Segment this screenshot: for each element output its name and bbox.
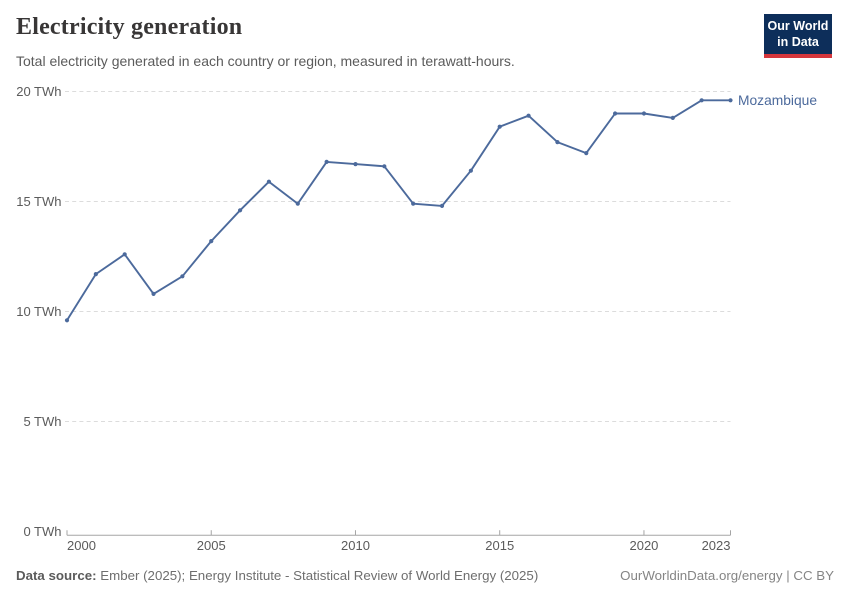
data-point[interactable] — [411, 201, 416, 206]
data-source-note: Data source: Ember (2025); Energy Instit… — [16, 568, 538, 583]
data-point[interactable] — [266, 179, 272, 184]
data-point[interactable] — [613, 111, 618, 116]
data-point[interactable] — [295, 201, 300, 206]
data-point[interactable] — [209, 239, 214, 244]
series-mozambique[interactable]: Mozambique — [64, 93, 817, 323]
data-source-text: Ember (2025); Energy Institute - Statist… — [96, 568, 539, 583]
owid-logo-line2: in Data — [777, 34, 819, 49]
data-point[interactable] — [237, 208, 243, 213]
data-point[interactable] — [151, 291, 156, 296]
data-point[interactable] — [180, 274, 185, 279]
owid-footer-link[interactable]: OurWorldinData.org/energy | CC BY — [620, 568, 834, 583]
data-source-label: Data source: — [16, 568, 97, 583]
data-point[interactable] — [699, 98, 704, 103]
y-axis-tick-label: 15 TWh — [16, 194, 61, 209]
y-axis-tick-label: 20 TWh — [16, 84, 61, 99]
data-point[interactable] — [324, 159, 329, 164]
data-point[interactable] — [122, 252, 127, 257]
data-point[interactable] — [64, 318, 70, 323]
chart-footer: Data source: Ember (2025); Energy Instit… — [16, 568, 834, 583]
data-point[interactable] — [353, 162, 358, 167]
data-point[interactable] — [555, 140, 560, 145]
chart-subtitle: Total electricity generated in each coun… — [16, 53, 515, 69]
data-point[interactable] — [497, 124, 502, 129]
x-axis-tick-label: 2010 — [341, 538, 370, 553]
data-point[interactable] — [526, 113, 531, 118]
series-label-mozambique[interactable]: Mozambique — [738, 93, 817, 108]
data-point[interactable] — [468, 168, 473, 173]
data-point[interactable] — [641, 111, 647, 116]
x-axis-tick-label: 2020 — [629, 538, 658, 553]
y-axis-tick-label: 0 TWh — [23, 524, 61, 539]
x-axis-tick-label: 2000 — [67, 538, 96, 553]
owid-logo[interactable]: Our World in Data — [764, 14, 832, 58]
y-axis-tick-label: 10 TWh — [16, 304, 61, 319]
data-point[interactable] — [382, 164, 387, 169]
x-axis-tick-label: 2023 — [702, 538, 731, 553]
x-axis-tick-label: 2005 — [197, 538, 226, 553]
data-point[interactable] — [439, 203, 445, 208]
y-axis-tick-label: 5 TWh — [23, 414, 61, 429]
x-axis-tick-label: 2015 — [485, 538, 514, 553]
data-point[interactable] — [670, 115, 675, 120]
page-title: Electricity generation — [16, 14, 243, 40]
data-point[interactable] — [93, 272, 98, 277]
data-point[interactable] — [584, 151, 589, 156]
owid-logo-line1: Our World — [767, 19, 829, 33]
series-line[interactable] — [66, 99, 732, 322]
data-point[interactable] — [728, 98, 733, 103]
